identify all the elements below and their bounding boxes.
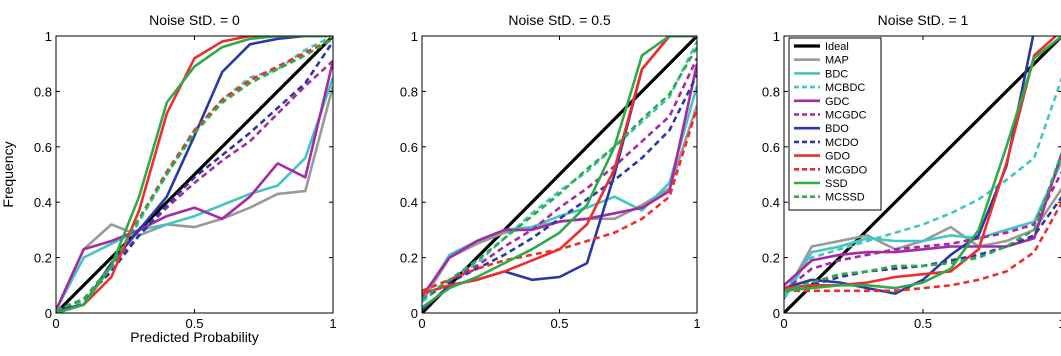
chart-title: Noise StD. = 0.5 — [508, 12, 611, 28]
y-axis-label: Frequency — [0, 141, 16, 207]
series-line-ssd — [422, 36, 697, 309]
y-tick-label: 1 — [773, 29, 780, 44]
series-line-mcdo — [422, 74, 697, 301]
chart-panel-2: 0 0.5 1 0 0.2 0.4 0.6 0.8 1 Noise StD. = 0.5 — [400, 12, 701, 331]
series-line-mcgdo — [56, 37, 333, 312]
legend-label-gdc: GDC — [825, 96, 850, 108]
x-tick-label: 0 — [418, 316, 425, 331]
y-tick-label: 1 — [45, 29, 52, 44]
legend-label-bdo: BDO — [825, 123, 849, 135]
legend-label-ssd: SSD — [825, 178, 848, 190]
y-tick-label: 0.6 — [762, 140, 780, 155]
series-line-ssd — [784, 36, 1061, 293]
series-line-mcgdo — [784, 201, 1061, 293]
chart-panel-3: 0 0.5 1 0 0.2 0.4 0.6 0.8 1 Noise StD. = 1 Ideal MA… — [762, 12, 1061, 331]
legend-label-mcbdc: MCBDC — [825, 82, 865, 94]
series-line-gdc — [784, 151, 1061, 287]
legend-label-mcgdc: MCGDC — [825, 110, 867, 122]
x-tick-label: 0 — [780, 316, 787, 331]
x-tick-label: 1 — [693, 316, 700, 331]
series-line-gdc — [56, 60, 333, 311]
series-line-mcgdc — [422, 57, 697, 301]
legend-label-bdc: BDC — [825, 68, 848, 80]
series-line-mcgdc — [56, 59, 333, 312]
chart-title: Noise StD. = 1 — [878, 12, 969, 28]
y-tick-label: 0.4 — [400, 195, 418, 210]
y-tick-label: 0.6 — [400, 140, 418, 155]
y-tick-label: 0 — [45, 306, 52, 321]
series-line-ideal — [784, 36, 1061, 313]
y-tick-label: 0.2 — [34, 251, 52, 266]
y-tick-label: 0.6 — [34, 140, 52, 155]
series-line-bdc — [784, 160, 1061, 300]
y-tick-label: 0.8 — [762, 84, 780, 99]
series-line-mcgdo — [422, 107, 697, 293]
series-line-mcgdc — [784, 171, 1061, 292]
x-tick-label: 0 — [52, 316, 59, 331]
legend-label-gdo: GDO — [825, 151, 851, 163]
series-line-bdc — [56, 77, 333, 311]
series-line-ideal — [56, 36, 333, 313]
series-line-mcbdc — [784, 77, 1061, 292]
chart-panel-1: 0 0.5 1 0 0.2 0.4 0.6 0.8 1 Noise StD. = 0 Predict… — [0, 12, 337, 345]
x-tick-label: 1 — [1058, 316, 1061, 331]
y-tick-label: 0.4 — [762, 195, 780, 210]
y-tick-label: 0.8 — [400, 84, 418, 99]
x-axis-label: Predicted Probability — [130, 329, 258, 345]
legend-label-mcgdo: MCGDO — [825, 164, 868, 176]
y-tick-label: 0.8 — [34, 84, 52, 99]
x-tick-label: 0.5 — [550, 316, 568, 331]
series-line-mcssd — [422, 46, 697, 301]
series-line-mcssd — [784, 151, 1061, 293]
x-tick-label: 0.5 — [185, 316, 203, 331]
x-tick-label: 0.5 — [914, 316, 932, 331]
legend-label-mcdo: MCDO — [825, 137, 859, 149]
series-line-ssd — [56, 36, 333, 313]
series-line-gdc — [422, 63, 697, 298]
series-line-gdo — [56, 36, 333, 313]
series-group — [422, 36, 697, 313]
legend-box — [788, 37, 882, 211]
y-tick-label: 0.2 — [762, 251, 780, 266]
series-group — [784, 36, 1061, 313]
legend-label-map: MAP — [825, 55, 849, 67]
y-tick-label: 0 — [411, 306, 418, 321]
legend-label-ideal: Ideal — [825, 41, 849, 53]
y-tick-label: 0 — [773, 306, 780, 321]
y-tick-label: 1 — [411, 29, 418, 44]
y-tick-label: 0.2 — [400, 251, 418, 266]
y-tick-label: 0.4 — [34, 195, 52, 210]
series-line-map — [56, 85, 333, 311]
legend-label-mcssd: MCSSD — [825, 192, 865, 204]
x-tick-label: 1 — [329, 316, 336, 331]
series-line-ideal — [422, 36, 697, 313]
series-group — [56, 36, 333, 313]
chart-title: Noise StD. = 0 — [149, 12, 240, 28]
